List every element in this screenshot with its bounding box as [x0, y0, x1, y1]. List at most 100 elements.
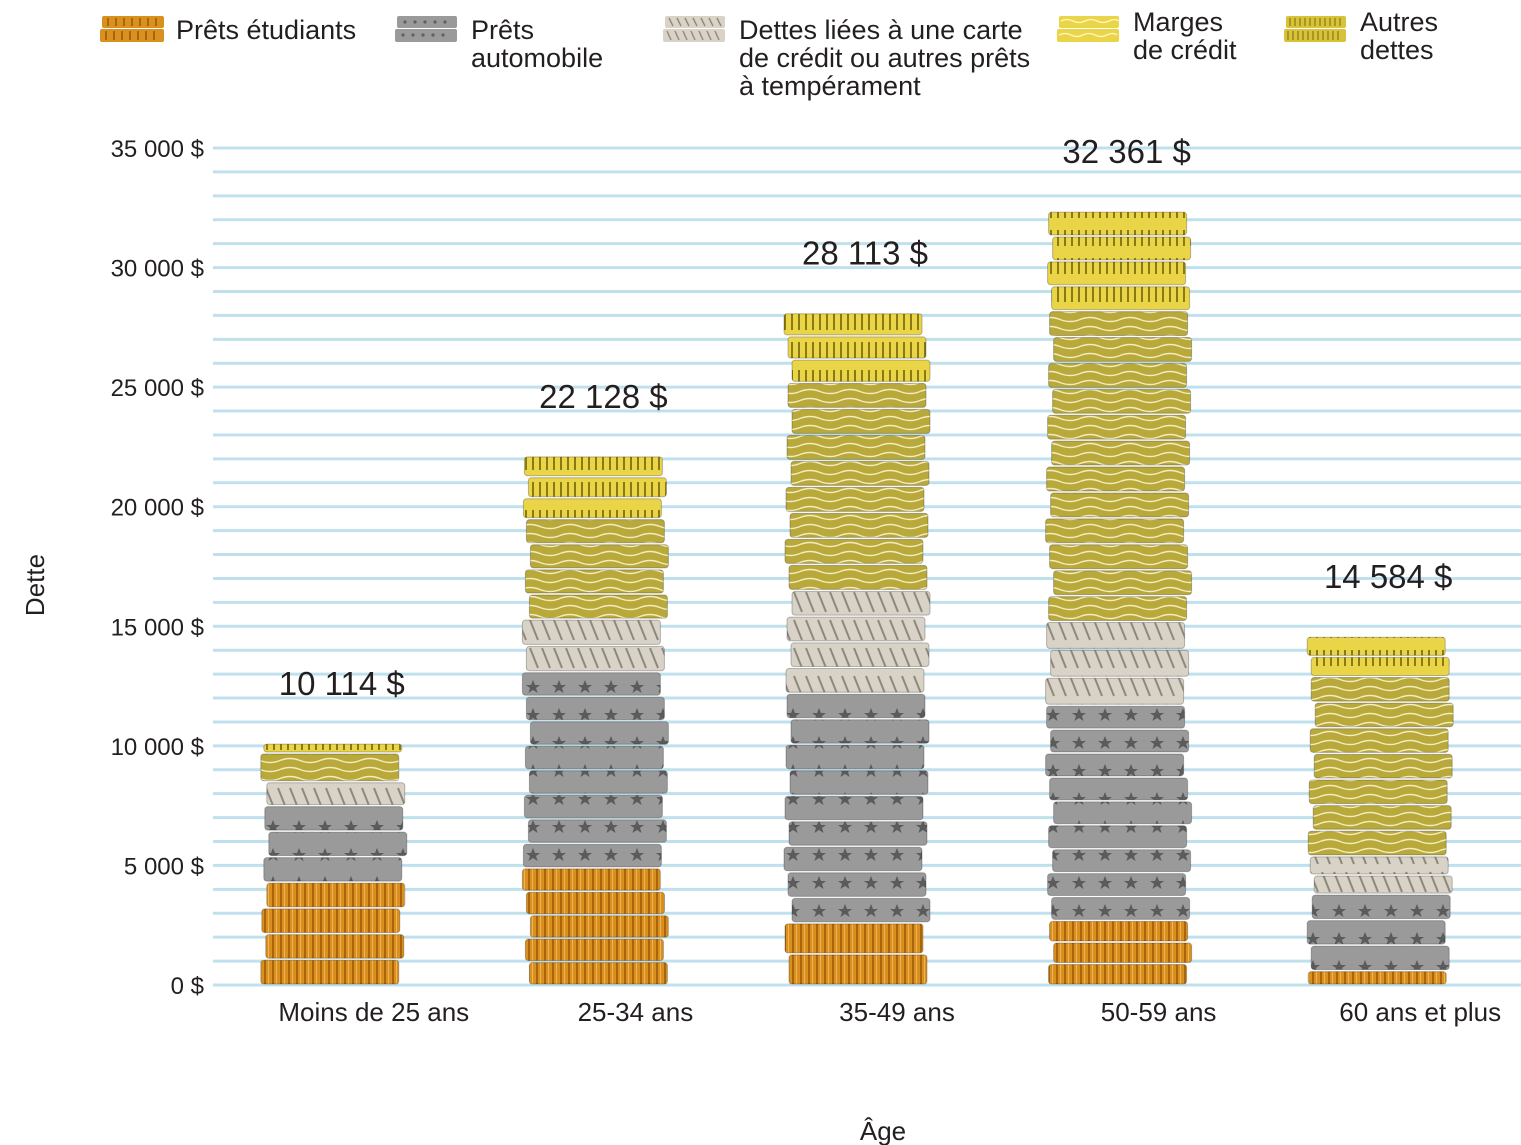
- coin: [260, 753, 400, 782]
- coin: [528, 594, 668, 619]
- coin: [1307, 971, 1447, 985]
- legend-label: Marges de crédit: [1133, 7, 1237, 65]
- coin: [1052, 236, 1192, 261]
- bar-segment: [1309, 856, 1453, 894]
- bar-segment: [783, 313, 931, 382]
- coin: [786, 434, 926, 460]
- x-axis-ticks: Moins de 25 ans 25-34 ans 35-49 ans 50-59 a…: [278, 997, 1501, 1027]
- coin: [529, 544, 669, 569]
- bar-total-label: 32 361 $: [1062, 133, 1190, 170]
- coin: [1048, 825, 1188, 849]
- coin: [1313, 753, 1453, 779]
- coin: [785, 668, 925, 693]
- coin: [529, 915, 669, 938]
- bar-segment: [263, 806, 408, 882]
- coin-stack-orange-icon: [100, 16, 164, 42]
- bar-segment: [783, 693, 931, 923]
- bar-total-label: 28 113 $: [802, 235, 928, 272]
- coin: [1053, 570, 1193, 596]
- bar-segment: [1045, 622, 1190, 705]
- coin: [266, 882, 406, 908]
- bar-segment: [521, 672, 669, 868]
- coin: [524, 745, 664, 770]
- y-tick-label: 5 000 $: [124, 853, 204, 880]
- coin: [791, 590, 931, 616]
- coin: [265, 934, 405, 959]
- coin: [1306, 920, 1446, 945]
- bar-segment: [522, 456, 667, 519]
- coin: [1047, 261, 1187, 286]
- legend-item-lines-of-credit: Marges de crédit: [1057, 2, 1237, 64]
- coin: [1052, 388, 1192, 414]
- coin: [785, 486, 925, 512]
- x-axis-title: Âge: [860, 1116, 906, 1145]
- coin: [263, 857, 403, 882]
- y-tick-label: 10 000 $: [111, 734, 204, 761]
- coin: [525, 645, 665, 672]
- coin: [1050, 492, 1190, 518]
- coin: [1311, 894, 1451, 920]
- legend-label: Dettes liées à une carte de crédit ou au…: [739, 15, 1031, 101]
- bar-segment: [1045, 705, 1193, 920]
- bar-segment: [1048, 920, 1193, 985]
- bar-segment: [784, 382, 931, 590]
- bar-segment: [1047, 211, 1192, 311]
- coin: [529, 721, 669, 745]
- coin: [525, 696, 665, 721]
- coin: [523, 794, 663, 819]
- y-axis-title: Dette: [20, 554, 50, 616]
- bar-segment: [260, 882, 406, 985]
- legend-item-credit-card-debt: Dettes liées à une carte de crédit ou au…: [663, 2, 1030, 100]
- coin: [524, 569, 664, 594]
- coin: [1049, 777, 1189, 801]
- coin: [1313, 875, 1453, 894]
- bar-total-labels: 10 114 $ 22 128 $ 28 113 $ 32 361 $ 14 584 $: [279, 133, 1453, 702]
- coin: [789, 770, 929, 795]
- coin: [1048, 596, 1188, 622]
- coin: [788, 954, 928, 985]
- coin: [1051, 286, 1191, 311]
- bar-stacks: [260, 211, 1454, 985]
- coin: [1310, 656, 1450, 677]
- coin: [784, 795, 924, 821]
- coin: [1049, 920, 1189, 942]
- bar-segment: [1045, 311, 1193, 622]
- coin: [783, 846, 923, 872]
- coin: [1050, 649, 1190, 677]
- coin: [527, 819, 667, 843]
- coin: [788, 821, 928, 846]
- coin: [786, 693, 926, 719]
- coin: [521, 619, 661, 645]
- coin: [1047, 414, 1187, 440]
- coin-stack-beige-icon: [663, 16, 725, 42]
- bar-segment: [784, 923, 928, 985]
- y-tick-label: 15 000 $: [111, 614, 204, 641]
- coin: [523, 456, 663, 477]
- coin-stack-olive-icon: [1284, 16, 1346, 42]
- coin: [791, 408, 931, 434]
- coin: [264, 806, 404, 831]
- bar-segment: [1306, 894, 1451, 971]
- coin: [525, 891, 665, 915]
- coin: [1045, 677, 1185, 705]
- coin: [1048, 362, 1188, 388]
- coin: [1051, 440, 1191, 466]
- coin: [266, 782, 406, 806]
- legend-item-student-loans: Prêts étudiants: [100, 2, 356, 44]
- bar-total-label: 22 128 $: [539, 378, 667, 415]
- coin: [787, 872, 927, 897]
- coin: [788, 564, 928, 590]
- coin: [1053, 337, 1193, 362]
- coin: [1047, 873, 1187, 897]
- coin: [528, 770, 668, 794]
- coin: [521, 868, 661, 891]
- coin: [789, 512, 929, 538]
- bar-segment: [1307, 971, 1447, 985]
- coin: [260, 959, 400, 985]
- coin: [1045, 518, 1185, 544]
- coin: [525, 519, 665, 544]
- legend-label: Prêts automobile: [471, 15, 604, 73]
- legend-item-other-debts: Autres dettes: [1284, 2, 1438, 64]
- coin: [1046, 622, 1186, 649]
- coin-stack-yellow-icon: [1057, 16, 1120, 42]
